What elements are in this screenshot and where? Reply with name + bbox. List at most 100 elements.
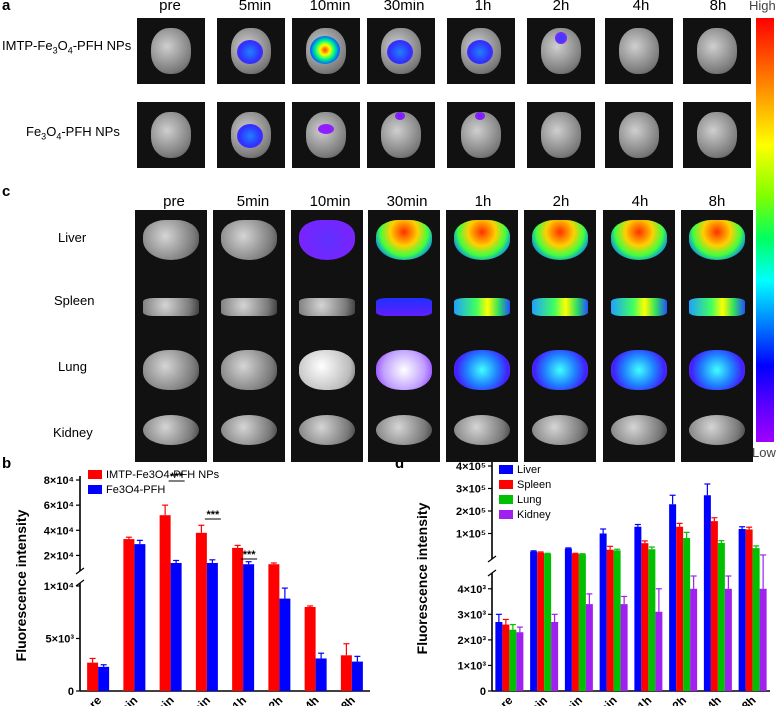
spleen-image bbox=[532, 298, 588, 316]
colorbar-low-label: Low bbox=[752, 445, 776, 460]
panel-c-time-label-5min: 5min bbox=[236, 193, 270, 210]
row-label-imtp: IMTP-Fe3O4-PFH NPs bbox=[2, 38, 132, 56]
y-tick-label: 8×10⁴ bbox=[44, 475, 74, 487]
bar bbox=[170, 562, 182, 691]
heart-image-tile bbox=[137, 18, 205, 84]
x-tick-label: pre bbox=[492, 693, 515, 706]
legend-swatch bbox=[499, 495, 513, 504]
kidney-image bbox=[376, 415, 432, 445]
lung-image bbox=[376, 350, 432, 390]
bar bbox=[87, 662, 99, 691]
y-axis-label: Fluorescence intensity bbox=[13, 509, 29, 661]
bar bbox=[683, 538, 691, 691]
bar bbox=[195, 532, 207, 691]
liver-image bbox=[689, 220, 745, 260]
bar bbox=[599, 533, 607, 691]
bar bbox=[745, 529, 753, 691]
y-tick-label: 5×10³ bbox=[46, 634, 75, 646]
lung-image bbox=[299, 350, 355, 390]
significance-label: *** bbox=[243, 549, 257, 561]
lung-image bbox=[143, 350, 199, 390]
bar bbox=[351, 661, 363, 691]
lung-image bbox=[689, 350, 745, 390]
organ-label-liver: Liver bbox=[58, 230, 87, 245]
bar bbox=[243, 564, 255, 691]
liver-image bbox=[376, 220, 432, 260]
panel-c-time-label-2h: 2h bbox=[552, 193, 570, 210]
panel-letter-a: a bbox=[2, 0, 11, 14]
legend-swatch bbox=[499, 465, 513, 474]
kidney-image bbox=[143, 415, 199, 445]
organ-column-tile bbox=[681, 210, 753, 462]
bar bbox=[544, 553, 552, 691]
bar bbox=[752, 548, 760, 691]
fluorescence-signal bbox=[237, 124, 263, 148]
axis-break-mark bbox=[75, 579, 85, 587]
organ-label-lung: Lung bbox=[58, 359, 87, 374]
x-tick-label: 4h bbox=[704, 693, 724, 706]
x-tick-label: 1h bbox=[635, 693, 655, 706]
bar bbox=[655, 611, 663, 691]
bar bbox=[551, 622, 559, 691]
y-tick-label: 3×10⁵ bbox=[456, 484, 486, 496]
panel-a-time-label-5min: 5min bbox=[238, 0, 272, 14]
heart-image-tile bbox=[292, 18, 360, 84]
bar bbox=[724, 588, 732, 691]
spleen-image bbox=[611, 298, 667, 316]
lung-image bbox=[611, 350, 667, 390]
panel-a-time-label-10min: 10min bbox=[309, 0, 351, 14]
axis-break-mark bbox=[487, 555, 497, 563]
organ-column-tile bbox=[291, 210, 363, 462]
legend-label: Liver bbox=[517, 464, 541, 476]
fluorescence-signal bbox=[310, 36, 340, 64]
bar bbox=[571, 553, 579, 691]
panel-a-time-label-1h: 1h bbox=[474, 0, 492, 14]
x-tick-label: 5min bbox=[111, 693, 141, 706]
bar bbox=[134, 544, 146, 691]
liver-image bbox=[299, 220, 355, 260]
heart-image-tile bbox=[527, 18, 595, 84]
spleen-image bbox=[221, 298, 277, 316]
organ-column-tile bbox=[213, 210, 285, 462]
heart-image-tile bbox=[292, 102, 360, 168]
y-tick-label: 1×10⁴ bbox=[44, 581, 74, 593]
bar bbox=[578, 554, 586, 691]
heart-image-tile bbox=[217, 18, 285, 84]
bar bbox=[268, 564, 280, 691]
y-tick-label: 2×10⁴ bbox=[44, 550, 74, 562]
x-tick-label: 2h bbox=[669, 693, 689, 706]
legend-swatch bbox=[88, 485, 102, 494]
x-tick-label: 10min bbox=[142, 693, 176, 706]
fluorescence-signal bbox=[467, 40, 493, 64]
legend-label: Spleen bbox=[517, 479, 551, 491]
heart-image-tile bbox=[137, 102, 205, 168]
panel-a-time-label-8h: 8h bbox=[709, 0, 727, 14]
bar bbox=[634, 526, 642, 691]
bar bbox=[564, 548, 572, 691]
lung-image bbox=[532, 350, 588, 390]
kidney-image bbox=[299, 415, 355, 445]
legend-label: Kidney bbox=[517, 509, 551, 521]
colorbar-high-label: High bbox=[749, 0, 776, 13]
panel-a-time-label-pre: pre bbox=[159, 0, 181, 14]
heart-image-tile bbox=[527, 102, 595, 168]
bar bbox=[98, 666, 110, 691]
fluorescence-signal bbox=[318, 124, 334, 134]
legend-label: Lung bbox=[517, 494, 541, 506]
colorbar bbox=[756, 18, 774, 442]
chart-b: 2×10⁴ 4×10⁴ 6×10⁴ 8×10⁴ 0 5×10³ 1×10⁴ Fluoresce… bbox=[13, 469, 370, 706]
bar bbox=[717, 542, 725, 691]
y-tick-label: 1×10³ bbox=[458, 660, 487, 672]
x-tick-label: 8h bbox=[338, 693, 358, 706]
kidney-image bbox=[611, 415, 667, 445]
spleen-image bbox=[689, 298, 745, 316]
x-tick-label: pre bbox=[81, 693, 104, 706]
heart-image-tile bbox=[605, 102, 673, 168]
organ-column-tile bbox=[135, 210, 207, 462]
bar bbox=[690, 588, 698, 691]
panel-c-time-label-10min: 10min bbox=[309, 193, 351, 210]
kidney-image bbox=[221, 415, 277, 445]
bar bbox=[315, 658, 327, 691]
y-tick-label: 2×10³ bbox=[458, 635, 487, 647]
liver-image bbox=[611, 220, 667, 260]
